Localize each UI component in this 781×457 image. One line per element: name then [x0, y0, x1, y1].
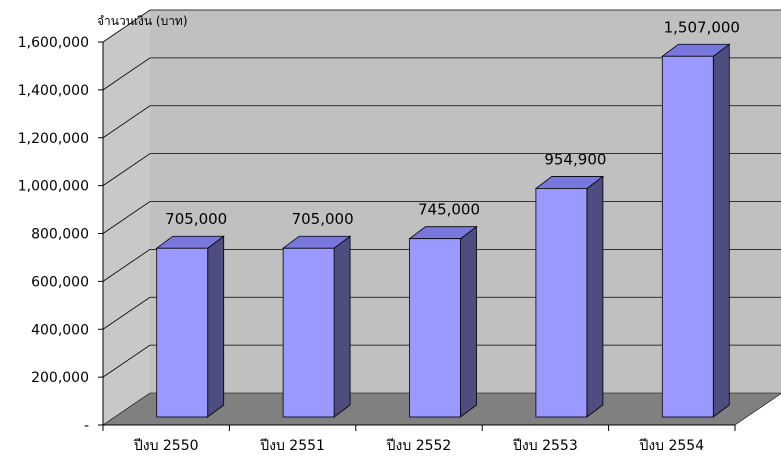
bar-group — [408, 225, 478, 418]
y-tick-label: 400,000 — [31, 322, 89, 338]
y-axis-label: จำนวนเงิน (บาท) — [97, 14, 188, 28]
bar-group — [155, 235, 225, 418]
x-tick-label: ปีงบ 2552 — [386, 438, 451, 454]
gridline — [102, 9, 781, 43]
data-label: 705,000 — [292, 210, 354, 228]
bars — [155, 43, 731, 418]
gridline — [102, 153, 781, 186]
bar-side — [712, 43, 730, 418]
gridline — [102, 105, 781, 139]
x-tick-label: ปีงบ 2550 — [133, 438, 198, 454]
y-tick-label: - — [84, 418, 89, 434]
data-label: 705,000 — [165, 210, 227, 228]
data-label: 954,900 — [544, 150, 606, 168]
x-tick-label: ปีงบ 2553 — [513, 438, 578, 454]
bar-side — [586, 175, 604, 418]
y-tick-label: 1,400,000 — [18, 83, 89, 99]
y-tick-label: 600,000 — [31, 274, 89, 290]
y-axis: - 200,000 400,000 600,000 800,000 1,000,000 1,… — [18, 35, 104, 434]
bar — [661, 55, 714, 418]
y-tick-label: 800,000 — [31, 227, 89, 243]
y-tick-label: 200,000 — [31, 370, 89, 386]
bar — [156, 247, 209, 418]
x-axis: ปีงบ 2550 ปีงบ 2551 ปีงบ 2552 ปีงบ 2553 ปีงบ… — [102, 424, 736, 454]
bar-side — [333, 235, 351, 418]
x-tick-label: ปีงบ 2554 — [639, 438, 704, 454]
gridline — [102, 57, 781, 91]
bar-side — [207, 235, 225, 418]
y-tick-label: 1,200,000 — [18, 131, 89, 147]
bar-side — [460, 225, 477, 418]
data-label: 1,507,000 — [664, 18, 740, 36]
data-labels: 705,000 705,000 745,000 954,900 1,507,000 — [165, 18, 740, 228]
bar — [409, 238, 461, 418]
bar — [535, 188, 588, 418]
y-tick-label: 1,000,000 — [18, 179, 89, 195]
bar-group — [281, 235, 352, 418]
bar-group — [534, 175, 605, 418]
data-label: 745,000 — [418, 201, 480, 219]
y-tick-label: 1,600,000 — [18, 35, 89, 51]
bar-group — [661, 43, 731, 418]
x-tick-label: ปีงบ 2551 — [260, 438, 325, 454]
bar — [282, 247, 335, 418]
